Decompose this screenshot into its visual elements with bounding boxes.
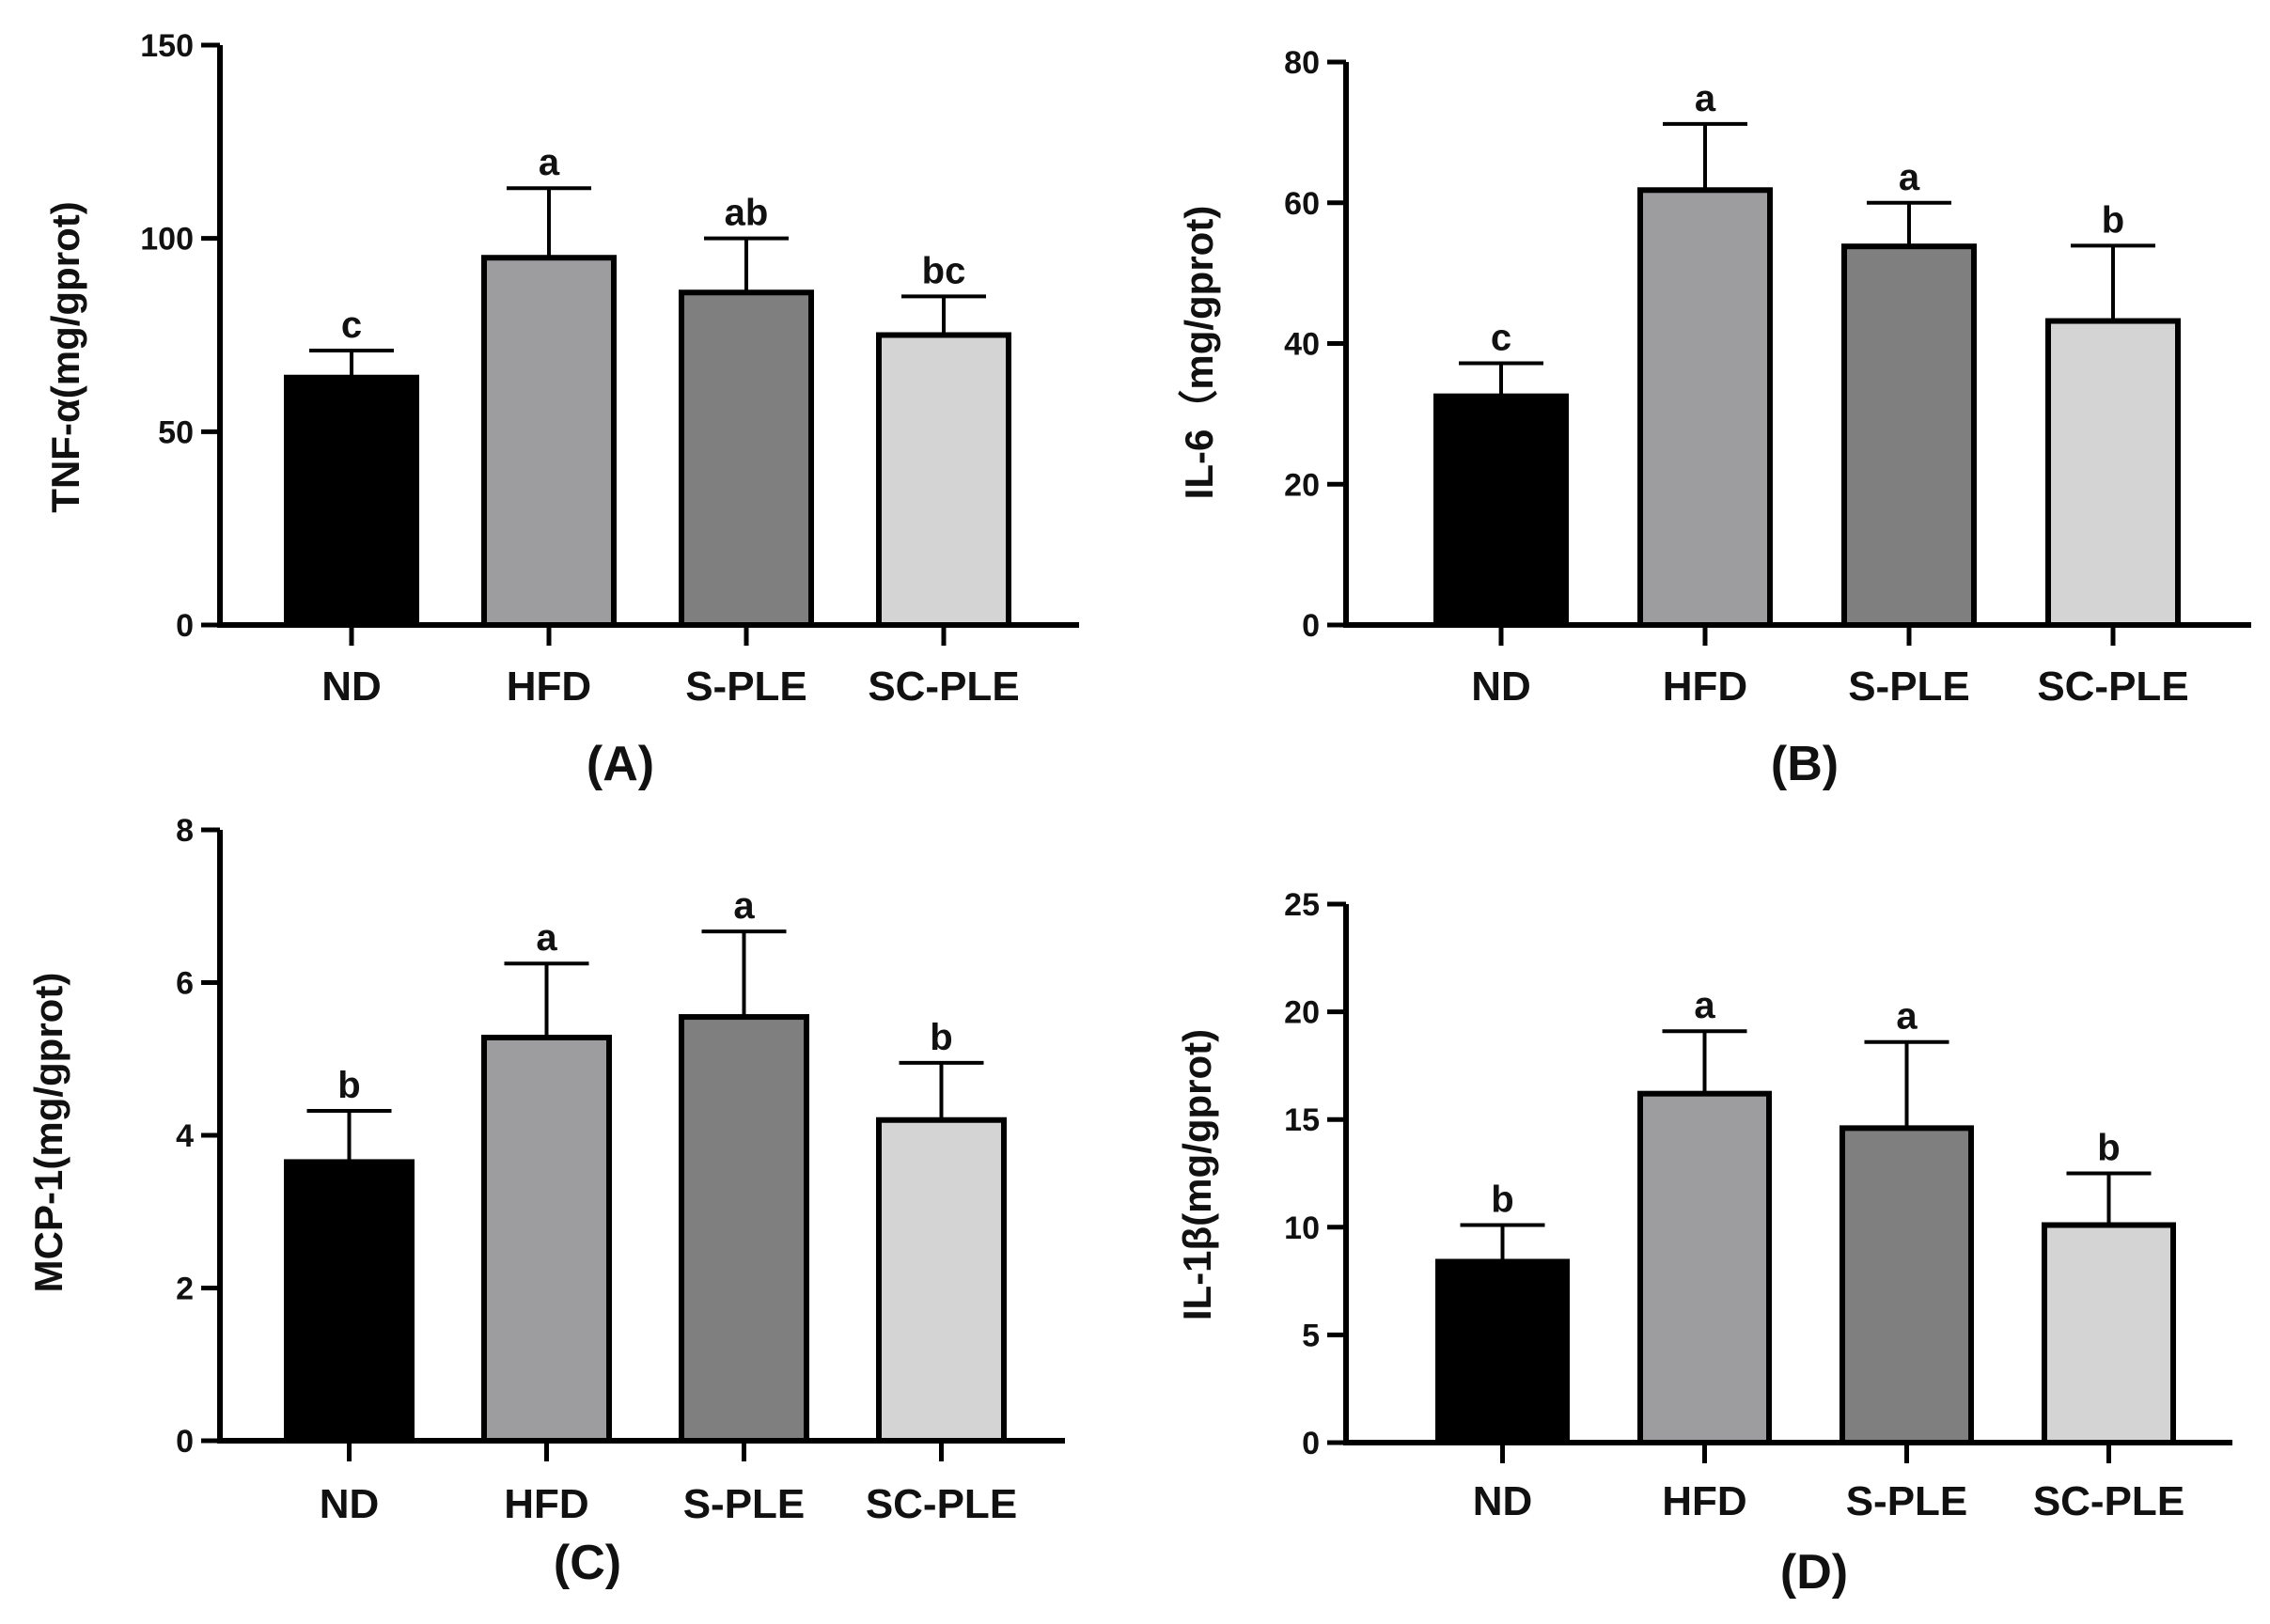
- y-tick-label: 40: [1284, 327, 1320, 363]
- y-tick-label: 4: [176, 1118, 194, 1154]
- x-tick-label: SC-PLE: [2037, 664, 2188, 710]
- x-tick-label: ND: [320, 1481, 380, 1527]
- y-tick-label: 150: [140, 28, 194, 64]
- significance-label: a: [1896, 996, 1918, 1038]
- significance-label: a: [1695, 78, 1716, 119]
- y-tick-label: 60: [1284, 186, 1320, 222]
- x-tick-label: S-PLE: [1848, 664, 1970, 710]
- x-tick-label: S-PLE: [683, 1481, 806, 1527]
- panel-label: (D): [1780, 1545, 1848, 1600]
- x-tick-label: SC-PLE: [866, 1481, 1017, 1527]
- y-axis-label: MCP-1(mg/gprot): [26, 973, 70, 1293]
- y-tick-label: 80: [1284, 45, 1320, 81]
- significance-label: bc: [922, 250, 966, 291]
- bar: [481, 255, 617, 628]
- bar: [2045, 318, 2181, 628]
- x-tick-label: S-PLE: [1846, 1478, 1968, 1524]
- panel-label: (B): [1771, 737, 1839, 791]
- y-tick-label: 0: [1302, 1426, 1320, 1461]
- panel-label: (C): [554, 1536, 621, 1590]
- bar: [1839, 1125, 1974, 1446]
- significance-label: a: [536, 917, 557, 959]
- significance-label: a: [1694, 985, 1715, 1026]
- bar: [1637, 1090, 1772, 1446]
- bar: [1841, 243, 1977, 628]
- y-tick-label: 10: [1284, 1210, 1320, 1246]
- significance-label: b: [337, 1065, 360, 1106]
- significance-label: a: [539, 142, 560, 183]
- significance-label: b: [1491, 1179, 1513, 1221]
- x-tick-label: ND: [1471, 664, 1531, 710]
- chart-panel-c: MCP-1(mg/gprot) (C) 0 2 4 6 8 b ND a HFD a S-PLE b S…: [26, 813, 1065, 1590]
- y-tick-label: 0: [1302, 608, 1320, 644]
- bar: [1637, 187, 1773, 629]
- significance-label: b: [2102, 199, 2124, 241]
- x-tick-label: HFD: [1662, 1478, 1746, 1524]
- bar: [481, 1035, 612, 1444]
- bar: [679, 1014, 809, 1444]
- y-tick-label: 25: [1284, 887, 1320, 923]
- chart-panel-a: TNF-α(mg/gprot) (A) 0 50 100 150 c ND a HFD ab S-…: [43, 28, 1079, 791]
- bar: [679, 289, 814, 628]
- significance-label: c: [341, 304, 362, 346]
- y-tick-label: 0: [176, 1424, 194, 1460]
- bar: [876, 1116, 1007, 1444]
- x-tick-label: S-PLE: [685, 664, 807, 710]
- bar: [284, 1159, 415, 1444]
- y-tick-label: 100: [140, 222, 194, 258]
- y-axis-label: TNF-α(mg/gprot): [43, 201, 87, 512]
- panel-label: (A): [587, 737, 654, 791]
- y-axis-label: IL-1β(mg/gprot): [1175, 1029, 1219, 1320]
- bar: [1435, 1258, 1570, 1446]
- bar: [876, 332, 1011, 628]
- y-tick-label: 0: [176, 608, 194, 644]
- significance-label: ab: [725, 193, 769, 234]
- y-tick-label: 20: [1284, 467, 1320, 503]
- chart-panel-b: IL-6（mg/gprot) (B) 0 20 40 60 80 c ND a HFD a S-PL…: [1177, 45, 2251, 791]
- significance-label: a: [1899, 157, 1920, 198]
- y-tick-label: 5: [1302, 1318, 1320, 1353]
- x-tick-label: ND: [321, 664, 382, 710]
- x-tick-label: HFD: [1663, 664, 1747, 710]
- y-tick-label: 50: [158, 414, 194, 450]
- y-tick-label: 8: [176, 813, 194, 849]
- significance-label: a: [733, 885, 755, 927]
- significance-label: b: [930, 1017, 952, 1058]
- x-tick-label: ND: [1473, 1478, 1533, 1524]
- x-tick-label: SC-PLE: [2033, 1478, 2184, 1524]
- y-tick-label: 6: [176, 966, 194, 1002]
- y-tick-label: 15: [1284, 1102, 1320, 1138]
- significance-label: c: [1491, 317, 1511, 358]
- y-tick-label: 20: [1284, 995, 1320, 1031]
- x-tick-label: HFD: [507, 664, 591, 710]
- bar: [1433, 393, 1569, 628]
- bar: [284, 374, 419, 628]
- y-axis-label: IL-6（mg/gprot): [1177, 206, 1221, 500]
- chart-panel-d: IL-1β(mg/gprot) (D) 0 5 10 15 20 25 b ND a HFD a S-…: [1175, 887, 2232, 1600]
- y-tick-label: 2: [176, 1272, 194, 1307]
- significance-label: b: [2097, 1128, 2120, 1169]
- x-tick-label: HFD: [504, 1481, 588, 1527]
- x-tick-label: SC-PLE: [868, 664, 1019, 710]
- bar: [2042, 1222, 2176, 1446]
